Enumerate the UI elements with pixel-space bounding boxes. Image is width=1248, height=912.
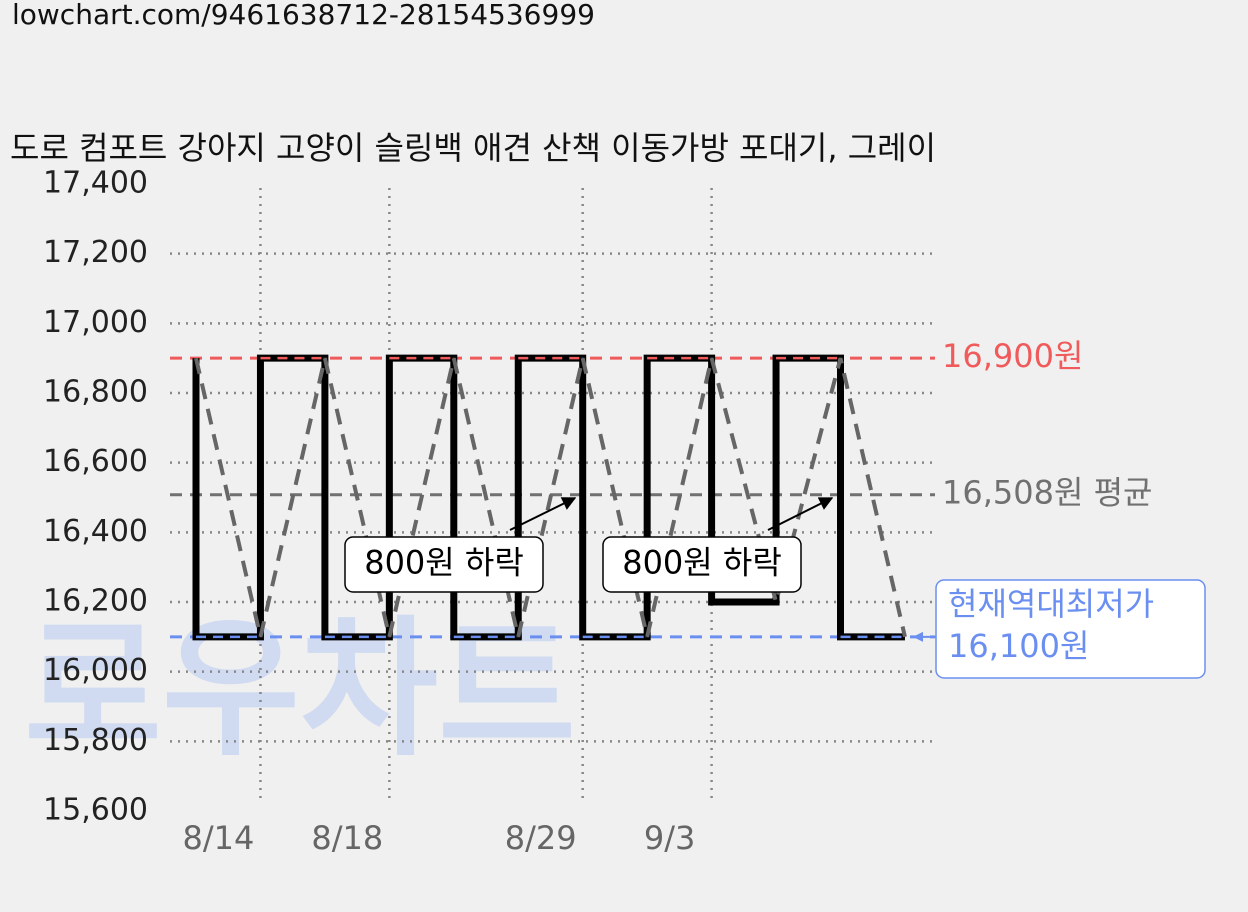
annotation-box xyxy=(602,536,802,593)
y-tick-label: 15,800 xyxy=(43,723,148,758)
annotation-box xyxy=(344,536,544,593)
price-line xyxy=(194,357,907,638)
y-tick-label: 17,200 xyxy=(43,235,148,270)
x-tick-label: 8/14 xyxy=(183,819,255,857)
annotation-label: 800원 하락 xyxy=(622,544,782,582)
y-tick-label: 16,000 xyxy=(43,653,148,688)
annotation-arrow xyxy=(509,497,577,531)
max-label: 16,900원 xyxy=(942,337,1083,375)
x-tick-label: 9/3 xyxy=(644,819,696,857)
avg-label: 16,508원 평균 xyxy=(942,474,1152,512)
url: lowchart.com/9461638712-28154536999 xyxy=(12,0,595,31)
y-tick-label: 16,200 xyxy=(43,584,148,619)
y-tick-label: 16,800 xyxy=(43,375,148,410)
watermark: 로우차트 xyxy=(24,603,576,777)
y-tick-label: 17,400 xyxy=(43,166,148,201)
annotation-label: 800원 하락 xyxy=(364,544,524,582)
min-label: 16,100원 xyxy=(948,627,1089,665)
min-title: 현재역대최저가 xyxy=(948,585,1154,623)
chart-title: 도로 컴포트 강아지 고양이 슬링백 애견 산책 이동가방 포대기, 그레이 xyxy=(10,129,936,167)
annotation-arrow xyxy=(767,497,834,531)
y-tick-label: 16,400 xyxy=(43,514,148,549)
x-tick-label: 8/29 xyxy=(505,819,577,857)
min-box xyxy=(935,579,1206,679)
y-tick-label: 17,000 xyxy=(43,305,148,340)
y-tick-label: 15,600 xyxy=(43,793,148,828)
y-tick-label: 16,600 xyxy=(43,444,148,479)
x-tick-label: 8/18 xyxy=(311,819,383,857)
